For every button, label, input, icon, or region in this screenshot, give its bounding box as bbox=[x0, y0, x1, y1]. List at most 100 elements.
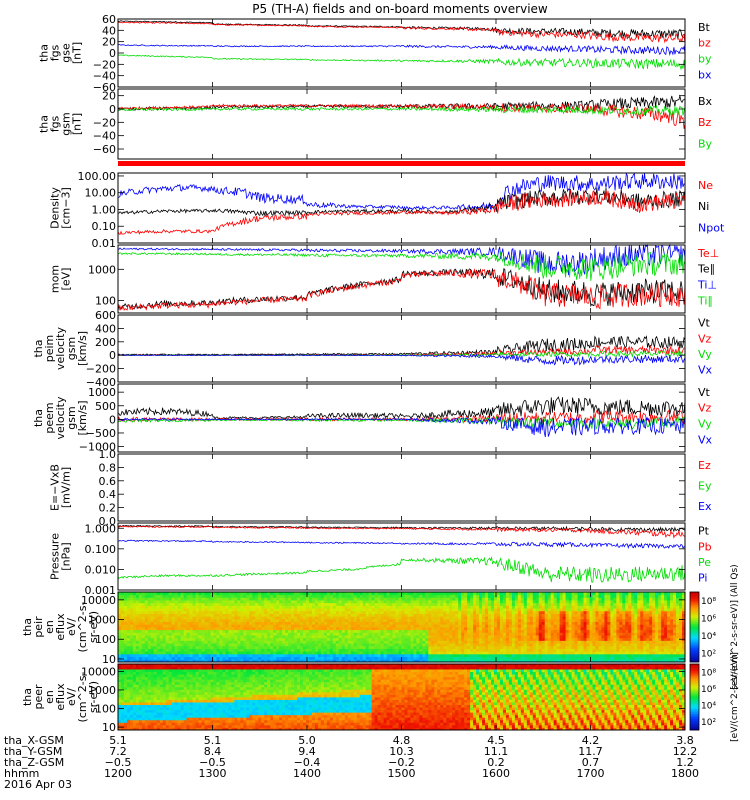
y-tick-label: 0.8 bbox=[99, 461, 117, 474]
colorbar-tick-label: 10² bbox=[701, 718, 716, 728]
y-axis-label: [km/s] bbox=[76, 400, 89, 435]
chart-title: P5 (TH-A) fields and on-board moments ov… bbox=[252, 2, 548, 16]
legend-entry: Ex bbox=[698, 500, 712, 513]
y-tick-label: 10 bbox=[102, 653, 116, 666]
x-row-value: 1600 bbox=[482, 767, 510, 780]
y-tick-label: −500 bbox=[86, 427, 116, 440]
y-tick-label: 0.01 bbox=[92, 237, 117, 250]
panel-peim-velocity: 6004002000−200−400thapeimvelocitygsm[km/… bbox=[32, 309, 713, 389]
x-row-value: 1200 bbox=[104, 767, 132, 780]
legend-entry: Vz bbox=[698, 402, 712, 415]
legend-entry: by bbox=[698, 52, 712, 65]
y-tick-label: 1.00 bbox=[92, 203, 117, 216]
x-row-value: 1300 bbox=[199, 767, 227, 780]
mode-bar bbox=[118, 161, 685, 166]
y-tick-label: 600 bbox=[95, 309, 116, 322]
y-axis-label: [mV/m] bbox=[60, 467, 73, 508]
y-tick-label: 0.6 bbox=[99, 475, 117, 488]
y-tick-label: 100.00 bbox=[78, 170, 117, 183]
legend-entry: Bz bbox=[698, 116, 712, 129]
legend-entry: Ti∥ bbox=[697, 294, 713, 307]
legend-entry: Bx bbox=[698, 95, 713, 108]
colorbar-label: [eV/(cm^2-s-sr-eV)] bbox=[730, 652, 740, 742]
y-tick-label: 0.100 bbox=[85, 543, 117, 556]
series-Pe bbox=[118, 558, 685, 583]
date-label: 2016 Apr 03 bbox=[4, 778, 72, 791]
series-Vx bbox=[118, 417, 685, 437]
colorbar-tick-label: 10⁸ bbox=[701, 597, 716, 607]
panel-frame bbox=[118, 454, 685, 521]
panel-pressure: 1.0000.1000.0100.001Pressure[nPa]PtPbPeP… bbox=[49, 522, 712, 597]
y-axis-label: sr-eV) bbox=[87, 681, 100, 713]
legend-entry: Pb bbox=[698, 540, 712, 553]
y-tick-label: 400 bbox=[95, 322, 116, 335]
legend-entry: bx bbox=[698, 68, 712, 81]
y-tick-label: 1.0 bbox=[99, 448, 117, 461]
y-axis-label: [nT] bbox=[71, 113, 84, 135]
y-tick-label: 200 bbox=[95, 336, 116, 349]
series-Pi bbox=[118, 540, 685, 548]
x-row-value: 1800 bbox=[671, 767, 699, 780]
spectrogram-cells bbox=[118, 592, 685, 662]
series-bx bbox=[118, 45, 685, 55]
series-Vt bbox=[118, 397, 685, 419]
y-tick-label: 0 bbox=[109, 103, 116, 116]
colorbar-tick-label: 10² bbox=[701, 649, 716, 659]
colorbar-tick-label: 10⁶ bbox=[701, 685, 716, 695]
panel-frame bbox=[118, 523, 685, 590]
y-tick-label: 10.00 bbox=[85, 187, 117, 200]
legend-entry: Vy bbox=[698, 348, 712, 361]
y-tick-label: 0.010 bbox=[85, 563, 117, 576]
y-tick-label: 0 bbox=[109, 413, 116, 426]
series-Ne bbox=[118, 190, 685, 234]
legend-entry: Ey bbox=[698, 480, 712, 493]
series-Npot bbox=[118, 173, 685, 210]
legend-entry: Ne bbox=[698, 179, 713, 192]
legend-entry: Ti⊥ bbox=[697, 278, 717, 291]
panel-frame bbox=[118, 19, 685, 87]
y-axis-label: sr-eV) bbox=[87, 611, 100, 643]
colorbar-peer-spec: 10⁸ 10⁶ 10⁴ 10² [eV/(cm^2-s-sr-eV)] bbox=[690, 652, 740, 742]
legend-entry: bz bbox=[698, 37, 711, 50]
y-axis-label: [cm−3] bbox=[60, 187, 73, 229]
colorbar-tick-label: 10⁴ bbox=[701, 701, 716, 711]
y-tick-label: −60 bbox=[93, 143, 116, 156]
x-row-value: 1700 bbox=[577, 767, 605, 780]
colorbar-tick-label: 10⁸ bbox=[701, 668, 716, 678]
y-tick-label: −200 bbox=[86, 363, 116, 376]
x-row-value: 1400 bbox=[293, 767, 321, 780]
legend-entry: Pe bbox=[698, 556, 711, 569]
colorbar-tick-label: 10⁴ bbox=[701, 632, 716, 642]
y-tick-label: 1.000 bbox=[85, 522, 117, 535]
y-tick-label: −20 bbox=[93, 116, 116, 129]
y-tick-label: 0.10 bbox=[92, 220, 117, 233]
legend-entry: By bbox=[698, 137, 713, 150]
colorbar-tick-label: 10⁶ bbox=[701, 614, 716, 624]
legend-entry: Te∥ bbox=[697, 263, 715, 276]
y-axis-label: [nT] bbox=[71, 42, 84, 64]
legend-entry: Vx bbox=[698, 433, 713, 446]
y-tick-label: 0.4 bbox=[99, 488, 117, 501]
y-tick-label: 1000 bbox=[88, 386, 116, 399]
y-tick-label: 500 bbox=[95, 400, 116, 413]
legend-entry: Ni bbox=[698, 200, 709, 213]
panel-peem-velocity: 10005000−500−1000thapeemvelocitygsm[km/s… bbox=[32, 384, 713, 454]
spectrogram-cells bbox=[118, 664, 685, 730]
y-axis-label: [km/s] bbox=[76, 331, 89, 366]
overview-figure: P5 (TH-A) fields and on-board moments ov… bbox=[0, 0, 750, 800]
panel-frame bbox=[118, 89, 685, 159]
legend-entry: Ez bbox=[698, 459, 711, 472]
y-tick-label: 100 bbox=[95, 295, 116, 308]
legend-entry: Pt bbox=[698, 525, 710, 538]
y-tick-label: −40 bbox=[93, 130, 116, 143]
y-tick-label: 0 bbox=[109, 349, 116, 362]
x-row-value: 1500 bbox=[388, 767, 416, 780]
y-tick-label: 0.2 bbox=[99, 502, 117, 515]
legend-entry: Vy bbox=[698, 417, 712, 430]
